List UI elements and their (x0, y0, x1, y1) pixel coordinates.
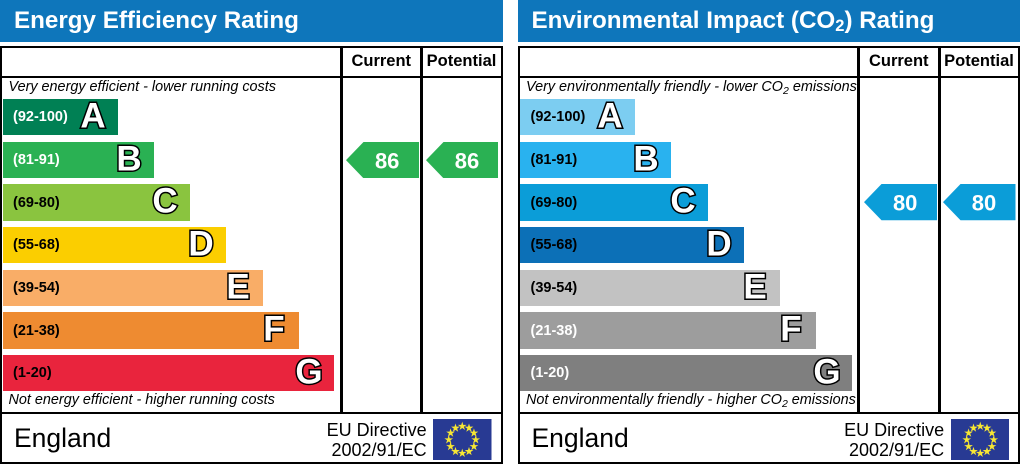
svg-text:80: 80 (972, 191, 996, 216)
svg-text:80: 80 (892, 191, 916, 216)
svg-text:A: A (80, 99, 105, 135)
svg-text:G: G (813, 355, 840, 391)
svg-text:86: 86 (454, 148, 478, 173)
svg-text:F: F (781, 312, 802, 348)
svg-text:A: A (597, 99, 622, 135)
svg-text:G: G (295, 355, 322, 391)
svg-text:E: E (226, 270, 249, 306)
svg-text:86: 86 (375, 148, 399, 173)
svg-text:B: B (116, 142, 141, 178)
svg-text:D: D (706, 227, 731, 263)
svg-text:B: B (634, 142, 659, 178)
svg-text:C: C (670, 184, 695, 220)
svg-text:F: F (263, 312, 284, 348)
svg-text:D: D (189, 227, 214, 263)
svg-text:C: C (152, 184, 177, 220)
svg-text:E: E (743, 270, 766, 306)
